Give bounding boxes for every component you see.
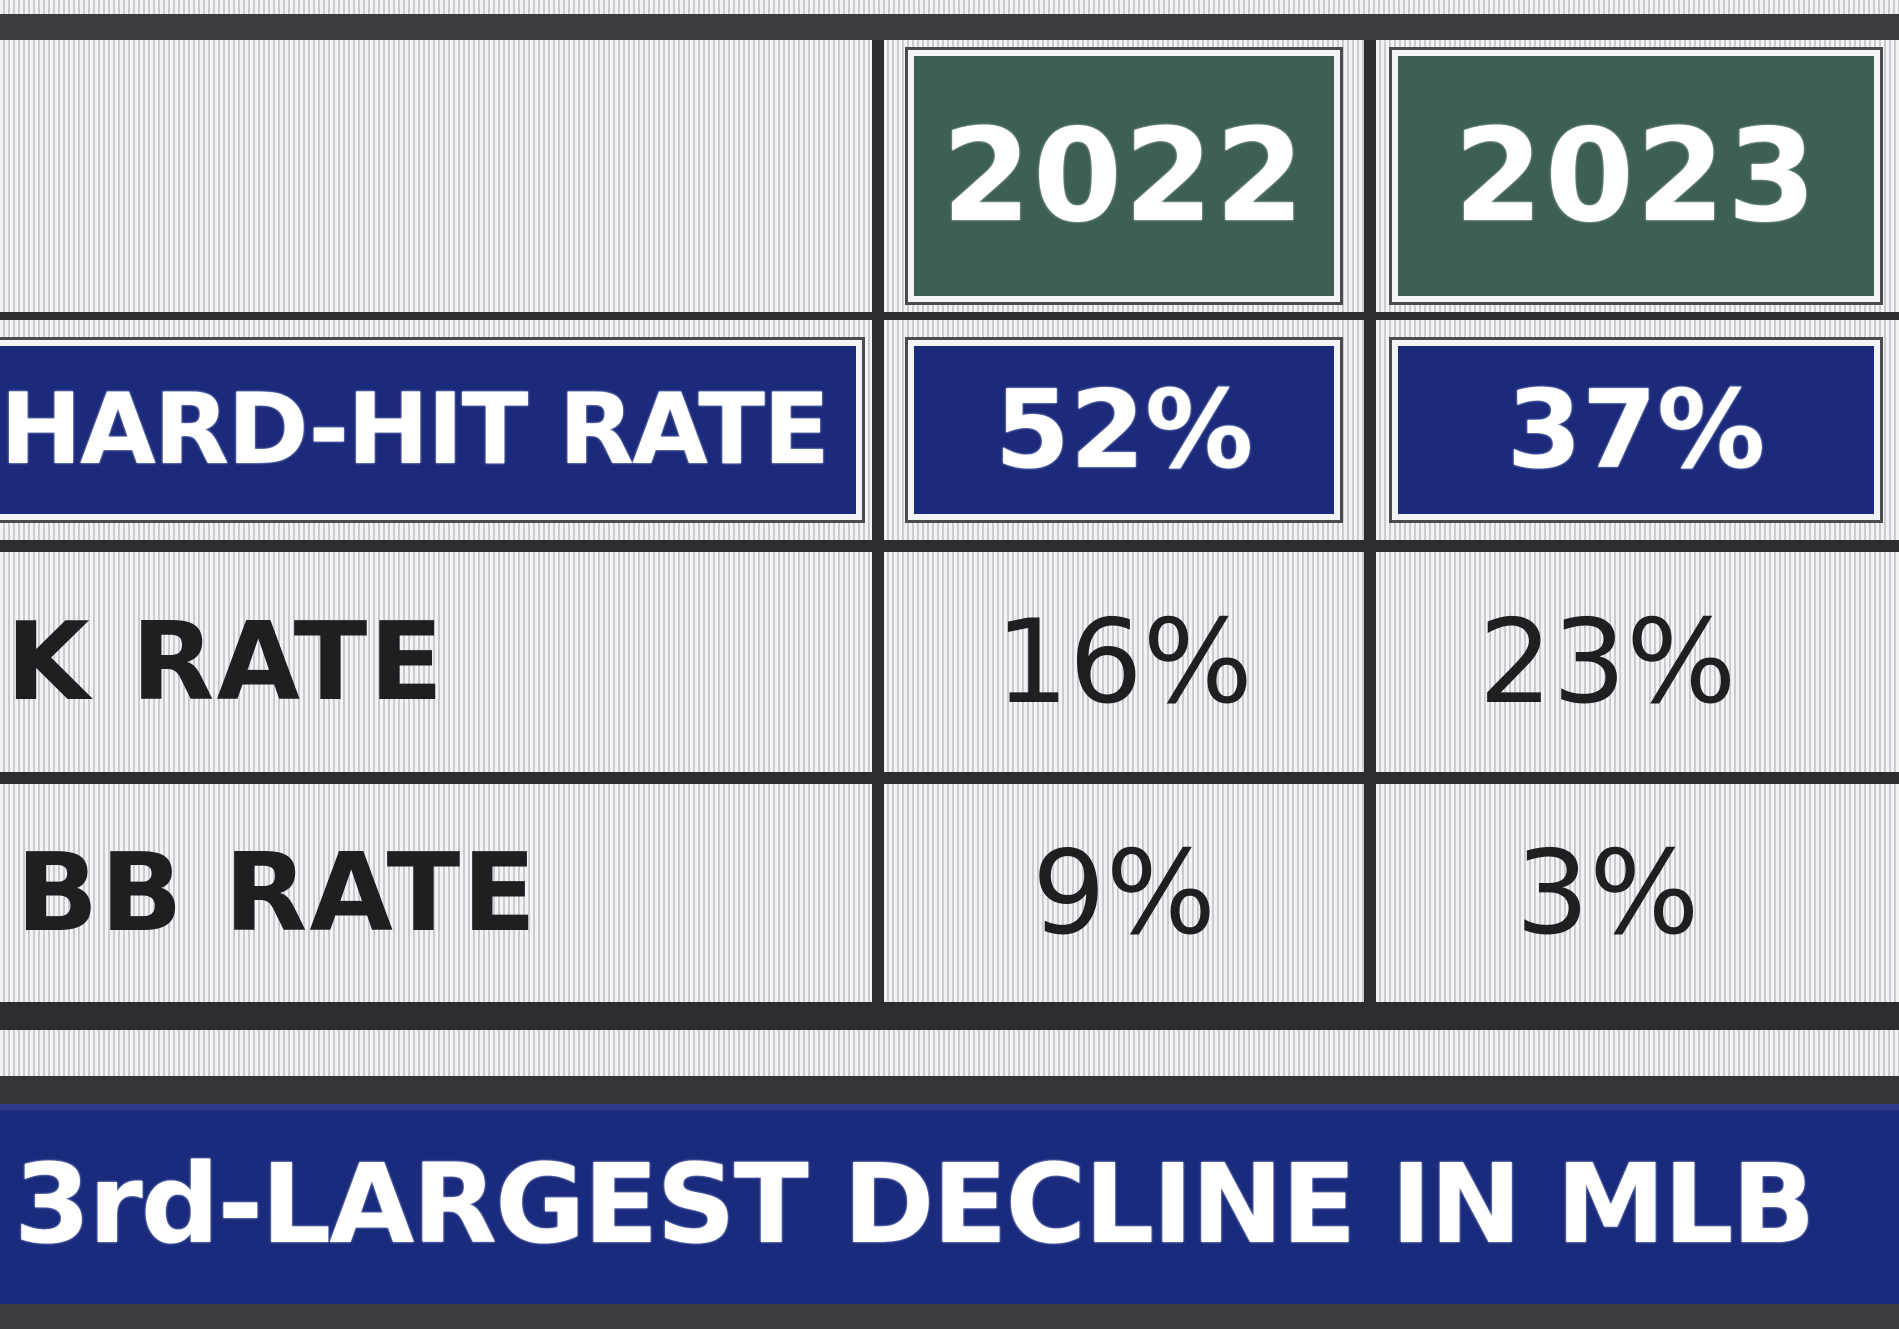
- row-k-rate-2023: 23%: [1376, 552, 1899, 772]
- top-divider: [0, 14, 1899, 40]
- row-bb-rate-label: BB RATE: [0, 784, 872, 1002]
- row-hard-hit-2022: 52%: [905, 337, 1343, 523]
- cell-value: 52%: [994, 367, 1254, 493]
- footer-caption-bar: 3rd-LARGEST DECLINE IN MLB: [0, 1104, 1899, 1304]
- bottom-strip: [0, 1304, 1899, 1329]
- lower-stripe-band: [0, 1030, 1899, 1076]
- year-2023-label: 2023: [1453, 101, 1819, 251]
- cell-value: 3%: [1515, 825, 1700, 961]
- top-stripe-band: [0, 0, 1899, 14]
- row-hard-hit-label: HARD-HIT RATE: [0, 337, 865, 523]
- row-hard-hit-2023-frame: 37%: [1376, 320, 1899, 540]
- row-label-text: BB RATE: [16, 830, 539, 956]
- year-2022-label: 2022: [941, 101, 1307, 251]
- lower-divider: [0, 1076, 1899, 1104]
- row-hard-hit-2022-frame: 52%: [884, 320, 1364, 540]
- cell-value: 37%: [1506, 367, 1766, 493]
- header-year-2023-frame: 2023: [1376, 40, 1899, 312]
- row-label-text: HARD-HIT RATE: [0, 373, 830, 487]
- header-year-2023: 2023: [1389, 47, 1883, 305]
- cell-value: 23%: [1478, 594, 1737, 730]
- header-year-2022-frame: 2022: [884, 40, 1364, 312]
- row-label-text: K RATE: [6, 599, 446, 725]
- header-year-2022: 2022: [905, 47, 1343, 305]
- cell-value: 16%: [995, 594, 1253, 730]
- row-bb-rate-2022: 9%: [884, 784, 1364, 1002]
- row-hard-hit-2023: 37%: [1389, 337, 1883, 523]
- footer-caption: 3rd-LARGEST DECLINE IN MLB: [14, 1140, 1815, 1268]
- row-k-rate-2022: 16%: [884, 552, 1364, 772]
- row-k-rate-label: K RATE: [0, 552, 872, 772]
- row-hard-hit-label-frame: HARD-HIT RATE: [0, 320, 872, 540]
- cell-value: 9%: [1031, 825, 1217, 961]
- header-empty-cell: [0, 40, 872, 312]
- row-bb-rate-2023: 3%: [1376, 784, 1899, 1002]
